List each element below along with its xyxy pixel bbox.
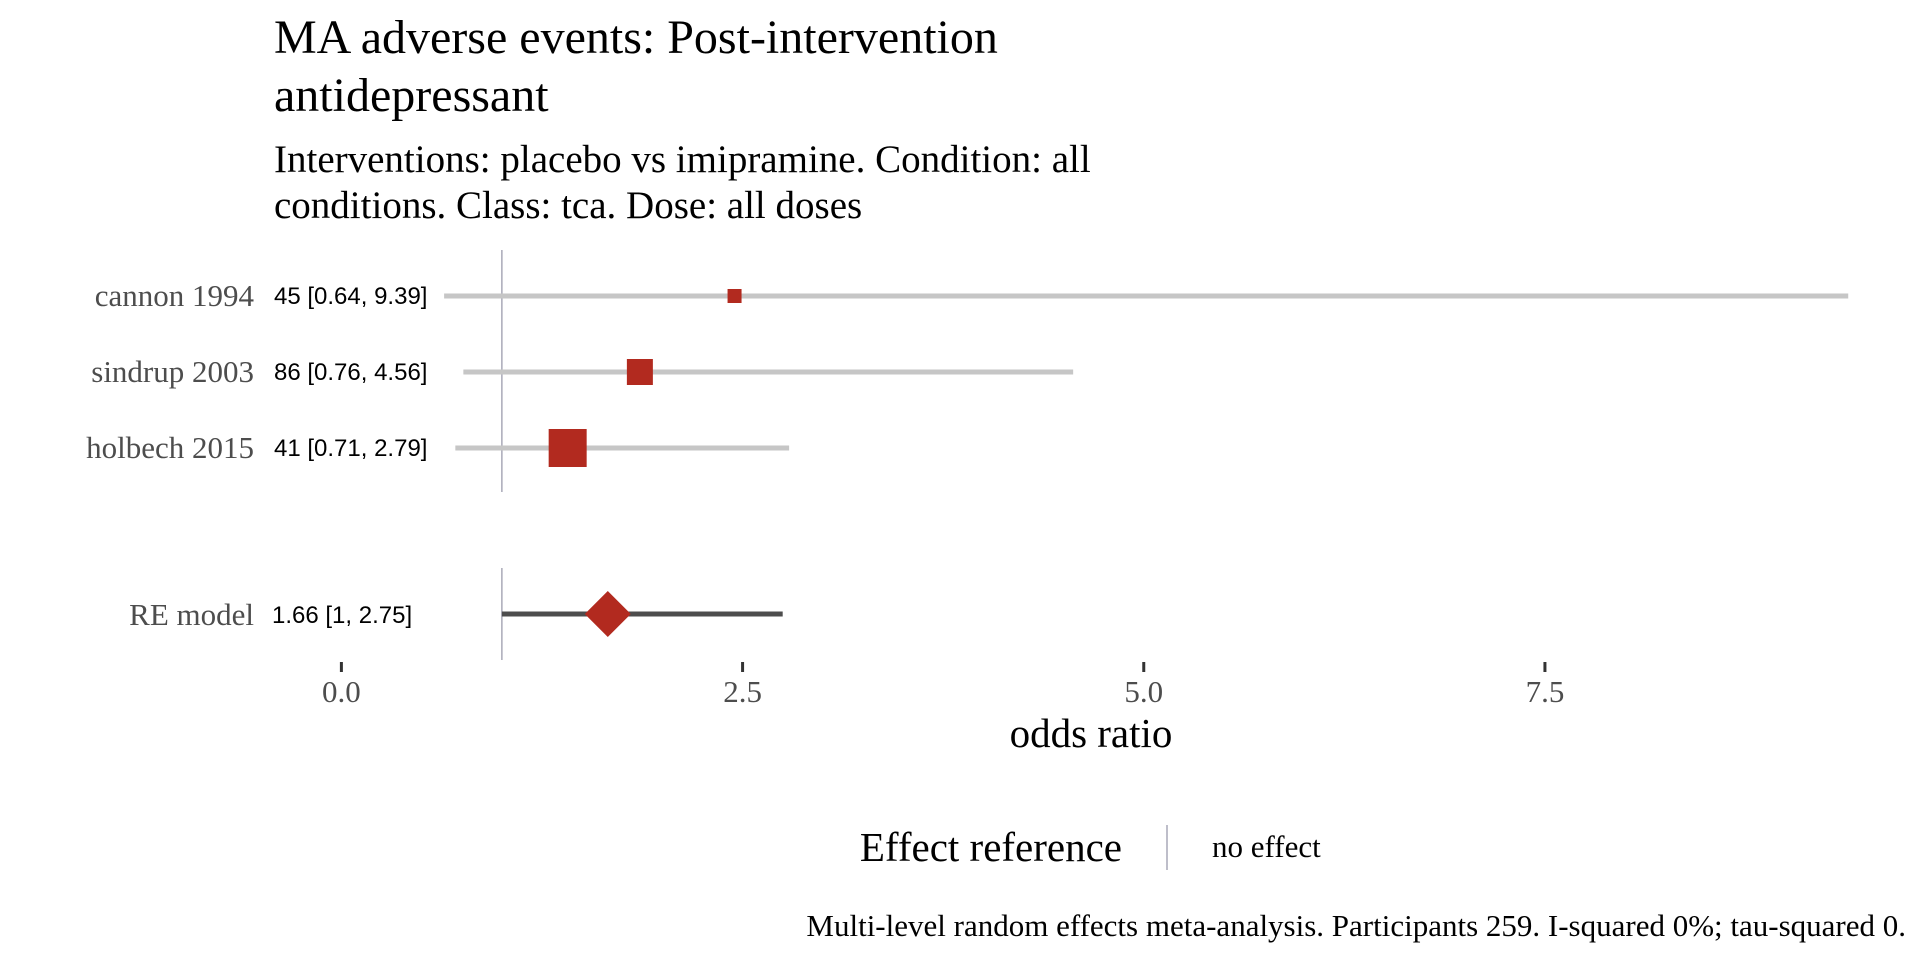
study-estimate-holbech-2015: 41 [0.71, 2.79] <box>274 435 427 462</box>
legend-entry-no-effect: no effect <box>1212 829 1321 864</box>
x-tick-label-1: 2.5 <box>723 674 762 709</box>
chart-title-line-2: antidepressant <box>274 69 549 122</box>
chart-subtitle-line-1: Interventions: placebo vs imipramine. Co… <box>274 138 1091 181</box>
study-point-holbech-2015 <box>548 429 587 467</box>
study-point-cannon-1994 <box>727 289 742 303</box>
summary-diamond <box>584 591 631 637</box>
study-label-sindrup-2003: sindrup 2003 <box>91 354 254 389</box>
study-label-holbech-2015: holbech 2015 <box>86 430 254 465</box>
legend-title: Effect reference <box>860 824 1122 870</box>
chart-subtitle-line-2: conditions. Class: tca. Dose: all doses <box>274 184 862 227</box>
legend: Effect reference no effect <box>860 824 1321 870</box>
study-estimate-sindrup-2003: 86 [0.76, 4.56] <box>274 359 427 386</box>
summary-panel: RE model 1.66 [1, 2.75] <box>129 568 783 660</box>
chart-title-line-1: MA adverse events: Post-intervention <box>274 11 998 64</box>
x-axis-label: odds ratio <box>1010 710 1173 756</box>
x-tick-label-2: 5.0 <box>1124 674 1163 709</box>
study-label-cannon-1994: cannon 1994 <box>95 278 255 313</box>
summary-estimate: 1.66 [1, 2.75] <box>272 602 412 629</box>
study-panel: cannon 1994 45 [0.64, 9.39] sindrup 2003 86… <box>86 250 1849 492</box>
x-tick-label-3: 7.5 <box>1526 674 1565 709</box>
study-point-sindrup-2003 <box>626 359 653 385</box>
x-tick-label-0: 0.0 <box>322 674 361 709</box>
x-axis: 0.0 2.5 5.0 7.5 <box>322 662 1564 709</box>
study-estimate-cannon-1994: 45 [0.64, 9.39] <box>274 283 427 310</box>
summary-label: RE model <box>129 597 254 632</box>
chart-caption: Multi-level random effects meta-analysis… <box>806 908 1906 943</box>
